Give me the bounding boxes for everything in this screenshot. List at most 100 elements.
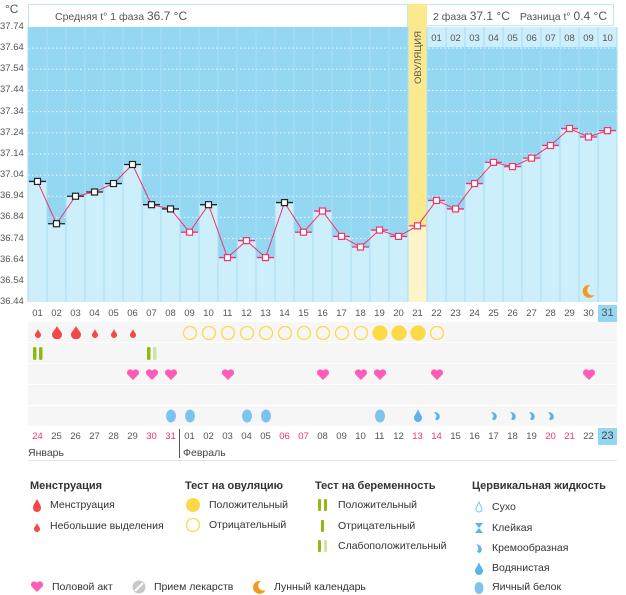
temperature-bar: [522, 158, 541, 302]
temperature-point: [128, 160, 137, 169]
ovulation-test-negative-icon: [315, 325, 331, 346]
dpo-label: 07: [545, 33, 556, 44]
calendar-date: 29: [127, 431, 138, 442]
weak-lines-icon: [318, 540, 327, 552]
calendar-date: 17: [488, 431, 499, 442]
temperature-bar: [560, 128, 579, 302]
two-lines-icon: [318, 499, 327, 511]
phase1-value: 36.7 °C: [146, 9, 188, 23]
dpo-label: 01: [431, 33, 442, 44]
legend-pregnancy-negative: Отрицательный: [318, 519, 415, 533]
temperature-bar: [199, 204, 218, 302]
one-line-icon: [321, 520, 324, 532]
cycle-day-label: 07: [146, 308, 157, 319]
heart-icon: [145, 368, 159, 386]
temperature-point: [565, 124, 574, 133]
temperature-bar: [28, 181, 47, 302]
dpo-label: 02: [450, 33, 461, 44]
cycle-day-label: 06: [127, 308, 138, 319]
temperature-point: [489, 158, 498, 166]
diff-group: Разница t° 0.4 °C: [520, 5, 607, 25]
temperature-bar: [161, 208, 180, 302]
legend-medication: Прием лекарств: [132, 580, 233, 594]
temperature-point: [147, 201, 156, 209]
heart-icon: [430, 368, 444, 386]
temperature-point: [185, 228, 194, 236]
phase1-label: Средняя t° 1 фаза: [55, 11, 145, 23]
calendar-date: 31: [165, 431, 176, 442]
calendar-date: 19: [526, 431, 537, 442]
calendar-date: 28: [108, 431, 119, 442]
calendar-date: 23: [598, 428, 617, 445]
temperature-point: [337, 232, 346, 241]
calendar-date: 27: [89, 431, 100, 442]
legend-fluid-dry: Сухо: [474, 500, 516, 514]
heart-icon: [373, 368, 387, 386]
calendar-date: 13: [412, 431, 423, 442]
temperature-point: [413, 222, 422, 230]
calendar-date: 16: [469, 431, 480, 442]
heart-icon: [30, 581, 44, 592]
temperature-point: [527, 154, 536, 162]
heart-icon: [582, 368, 596, 386]
legend-intercourse: Половой акт: [30, 580, 113, 593]
ovulation-test-negative-icon: [239, 325, 255, 346]
spotting-drop-icon: [108, 325, 120, 344]
cycle-day-label: 04: [89, 308, 100, 319]
temperature-point: [451, 205, 460, 213]
fluid-creamy-icon: [526, 408, 538, 428]
ovulation-test-positive-icon: [371, 325, 388, 346]
temperature-point: [204, 201, 213, 209]
cycle-day-label: 13: [260, 308, 271, 319]
moon-icon: [253, 580, 266, 594]
legend-pregnancy-positive: Положительный: [318, 498, 417, 512]
cycle-day-label: 25: [488, 308, 499, 319]
temperature-point: [90, 188, 99, 196]
legend-moon: Лунный календарь: [252, 580, 366, 594]
cycle-day-label: 24: [469, 308, 480, 319]
row-band: [28, 343, 617, 363]
y-tick-label: 36.84: [0, 211, 24, 223]
calendar-date: 04: [241, 431, 252, 442]
calendar-date: 03: [222, 431, 233, 442]
dpo-label: 06: [526, 33, 537, 44]
legend-fluid-title: Цервикальная жидкость: [472, 480, 606, 492]
cycle-day-label: 11: [222, 308, 233, 319]
calendar-date: 20: [545, 431, 556, 442]
y-tick-label: 36.64: [0, 253, 24, 265]
row-band: [28, 406, 617, 426]
heart-icon: [354, 368, 368, 386]
ovulation-test-negative-icon: [429, 325, 445, 346]
calendar-date: 02: [203, 431, 214, 442]
temperature-bar: [66, 196, 85, 302]
legend-menstruation-title: Менструация: [30, 480, 103, 492]
heart-icon: [221, 368, 235, 386]
temperature-bar: [218, 257, 237, 302]
calendar-date: 30: [146, 431, 157, 442]
y-tick-label: 37.74: [0, 21, 24, 32]
temperature-bar: [541, 145, 560, 302]
cycle-day-label: 26: [507, 308, 518, 319]
temperature-bar: [85, 192, 104, 302]
legend-fluid-eggwhite: Яичный белок: [474, 580, 561, 594]
dpo-cell: [465, 27, 484, 47]
dpo-cell: [427, 27, 446, 47]
temperature-bar: [408, 225, 427, 302]
legend-pregnancy-weak: Слабоположительный: [318, 539, 447, 553]
cycle-day-label: 29: [564, 308, 575, 319]
temperature-point: [71, 192, 80, 200]
fluid-watery-icon: [412, 408, 424, 428]
egg-icon: [474, 582, 484, 594]
pregnancy-test-positive-icon: [32, 346, 44, 366]
temperature-bar: [427, 200, 446, 302]
cycle-day-label: 18: [355, 308, 366, 319]
fluid-egg-icon: [184, 408, 196, 428]
legend-menstruation: Менструация: [32, 498, 115, 512]
fluid-egg-icon: [165, 408, 177, 428]
y-tick-label: 36.54: [0, 274, 24, 286]
temperature-bar: [294, 232, 313, 302]
phase2-label: 2 фаза: [433, 11, 467, 23]
temperature-point: [356, 243, 365, 251]
temperature-bar: [579, 137, 598, 302]
ovulation-test-negative-icon: [182, 325, 198, 346]
